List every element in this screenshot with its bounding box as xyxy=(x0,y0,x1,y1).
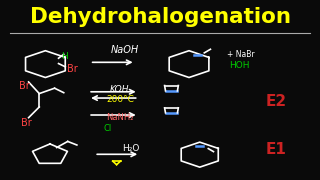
Text: 200°C: 200°C xyxy=(107,95,134,104)
Text: H: H xyxy=(61,52,68,61)
Text: KOH: KOH xyxy=(109,85,129,94)
Text: HOH: HOH xyxy=(229,61,249,70)
Text: E2: E2 xyxy=(265,94,287,109)
Text: NaOH: NaOH xyxy=(111,45,139,55)
Text: Br: Br xyxy=(67,64,77,75)
Text: Br: Br xyxy=(20,80,30,91)
Text: Dehydrohalogenation: Dehydrohalogenation xyxy=(29,7,291,27)
Text: H₂O: H₂O xyxy=(122,143,139,152)
Text: E1: E1 xyxy=(265,142,286,157)
Text: Br: Br xyxy=(21,118,32,128)
Text: NaNH₂: NaNH₂ xyxy=(107,113,134,122)
Text: Cl: Cl xyxy=(103,124,112,133)
Text: + NaBr: + NaBr xyxy=(227,50,255,59)
